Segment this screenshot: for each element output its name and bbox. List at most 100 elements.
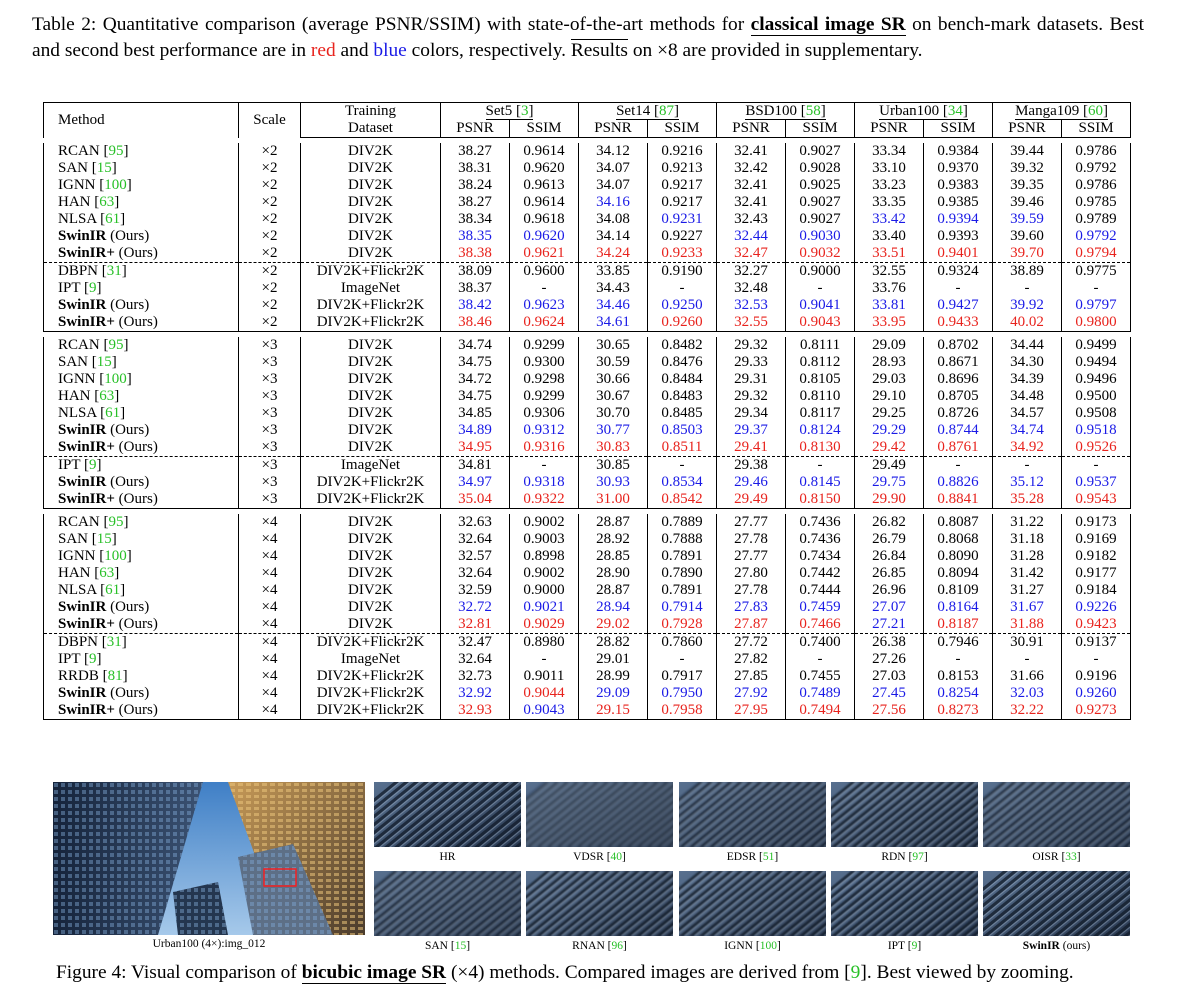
psnr-cell: 29.32 [716, 388, 786, 405]
dataset-cell: DIV2K [300, 405, 441, 422]
patch-image [526, 782, 673, 847]
ssim-cell: 0.7917 [647, 668, 717, 685]
dataset-cell: DIV2K [300, 422, 441, 439]
method-cell: SwinIR+ (Ours) [43, 616, 239, 634]
citation-ref: 61 [105, 211, 121, 227]
scale-cell: ×3 [238, 474, 301, 491]
ssim-cell: 0.7860 [647, 633, 717, 651]
method-name: RRDB [58, 668, 99, 684]
psnr-cell: 33.76 [854, 280, 924, 297]
ssim-cell: 0.7442 [785, 565, 855, 582]
method-cell: IGNN [100] [43, 371, 239, 388]
psnr-cell: 32.43 [716, 211, 786, 228]
ssim-cell: 0.8841 [923, 491, 993, 509]
citation-ref: 95 [108, 514, 124, 530]
psnr-cell: 34.14 [578, 228, 648, 245]
table-row: RCAN [95] ×3 DIV2K 34.74 0.9299 30.65 0.8482 29… [43, 337, 1132, 354]
method-cell: HAN [63] [43, 565, 239, 582]
patch-label: IPT [887, 940, 905, 952]
psnr-cell: 29.15 [578, 702, 648, 720]
ssim-cell: 0.9011 [508, 668, 579, 685]
ssim-cell: 0.9028 [785, 160, 855, 177]
scale-cell: ×2 [238, 194, 301, 211]
ssim-cell: 0.8124 [785, 422, 855, 439]
patch-image [831, 871, 978, 936]
dataset-name: Manga109 [60] [1015, 103, 1108, 120]
patch-label: IGNN [724, 940, 753, 952]
caption-suffix: on ×8 are provided in supplementary. [632, 40, 923, 61]
ssim-cell: 0.9499 [1061, 337, 1132, 354]
ssim-cell: 0.9002 [508, 565, 579, 582]
ssim-cell: 0.8534 [647, 474, 717, 491]
method-name: IPT [58, 651, 81, 667]
method-note: (Ours) [118, 616, 158, 632]
scale-cell: ×2 [238, 262, 301, 280]
method-cell: NLSA [61] [43, 211, 239, 228]
ssim-cell: 0.9217 [647, 177, 717, 194]
psnr-cell: 34.07 [578, 160, 648, 177]
ssim-cell: 0.9620 [508, 160, 579, 177]
ssim-cell: - [508, 280, 579, 297]
table-row: HAN [63] ×2 DIV2K 38.27 0.9614 34.16 0.9217 32.… [43, 194, 1132, 211]
ssim-cell: - [785, 456, 855, 474]
dataset-cell: DIV2K+Flickr2K [300, 314, 441, 332]
psnr-cell: 32.64 [440, 651, 510, 668]
psnr-cell: 34.72 [440, 371, 510, 388]
ssim-cell: 0.8145 [785, 474, 855, 491]
psnr-cell: 29.03 [854, 371, 924, 388]
ssim-cell: 0.9025 [785, 177, 855, 194]
psnr-cell: 34.61 [578, 314, 648, 332]
ssim-cell: 0.9786 [1061, 177, 1132, 194]
method-name: RCAN [58, 514, 100, 530]
method-cell: RRDB [81] [43, 668, 239, 685]
ssim-cell: 0.9318 [508, 474, 579, 491]
citation-ref: 9 [88, 280, 97, 296]
patch-label: RNAN [572, 940, 605, 952]
citation-ref: 15 [96, 354, 112, 370]
psnr-cell: 28.93 [854, 354, 924, 371]
citation-ref: 100 [104, 177, 127, 193]
psnr-cell: 26.82 [854, 514, 924, 531]
dataset-cell: DIV2K [300, 616, 441, 634]
scale-cell: ×4 [238, 651, 301, 668]
patch-image [374, 871, 521, 936]
psnr-cell: 30.67 [578, 388, 648, 405]
dataset-cell: ImageNet [300, 651, 441, 668]
patch-label: OISR [1032, 851, 1059, 863]
psnr-cell: 27.56 [854, 702, 924, 720]
ssim-cell: 0.9000 [508, 582, 579, 599]
ssim-cell: 0.9250 [647, 297, 717, 314]
dataset-cell: DIV2K+Flickr2K [300, 491, 441, 509]
method-name: SwinIR [58, 685, 107, 701]
psnr-cell: 29.41 [716, 439, 786, 457]
method-name: NLSA [58, 582, 97, 598]
psnr-cell: 34.75 [440, 354, 510, 371]
dataset-cell: DIV2K+Flickr2K [300, 262, 441, 280]
table-row: SwinIR+ (Ours) ×2 DIV2K+Flickr2K 38.46 0.962… [43, 314, 1132, 332]
psnr-cell: 29.09 [578, 685, 648, 702]
scale-cell: ×3 [238, 491, 301, 509]
table-row: SwinIR+ (Ours) ×3 DIV2K 34.95 0.9316 30.83 0.8… [43, 439, 1132, 457]
ssim-cell: 0.9002 [508, 514, 579, 531]
psnr-cell: 30.59 [578, 354, 648, 371]
psnr-cell: 34.95 [440, 439, 510, 457]
psnr-cell: 29.32 [716, 337, 786, 354]
psnr-cell: 40.02 [992, 314, 1062, 332]
psnr-cell: 32.22 [992, 702, 1062, 720]
psnr-cell: 32.42 [716, 160, 786, 177]
psnr-cell: 32.59 [440, 582, 510, 599]
ssim-cell: 0.9003 [508, 531, 579, 548]
patch-label: EDSR [726, 851, 757, 863]
ssim-cell: 0.9030 [785, 228, 855, 245]
psnr-cell: 34.97 [440, 474, 510, 491]
patch-ref: 51 [762, 851, 775, 863]
ssim-cell: 0.9316 [508, 439, 579, 457]
patch-image [526, 871, 673, 936]
psnr-cell: 38.24 [440, 177, 510, 194]
psnr-cell: 39.32 [992, 160, 1062, 177]
main-image-caption: Urban100 (4×):img_012 [152, 938, 266, 950]
ssim-cell: 0.9401 [923, 245, 993, 263]
method-cell: SwinIR (Ours) [43, 599, 239, 616]
method-name: NLSA [58, 405, 97, 421]
scale-cell: ×4 [238, 548, 301, 565]
